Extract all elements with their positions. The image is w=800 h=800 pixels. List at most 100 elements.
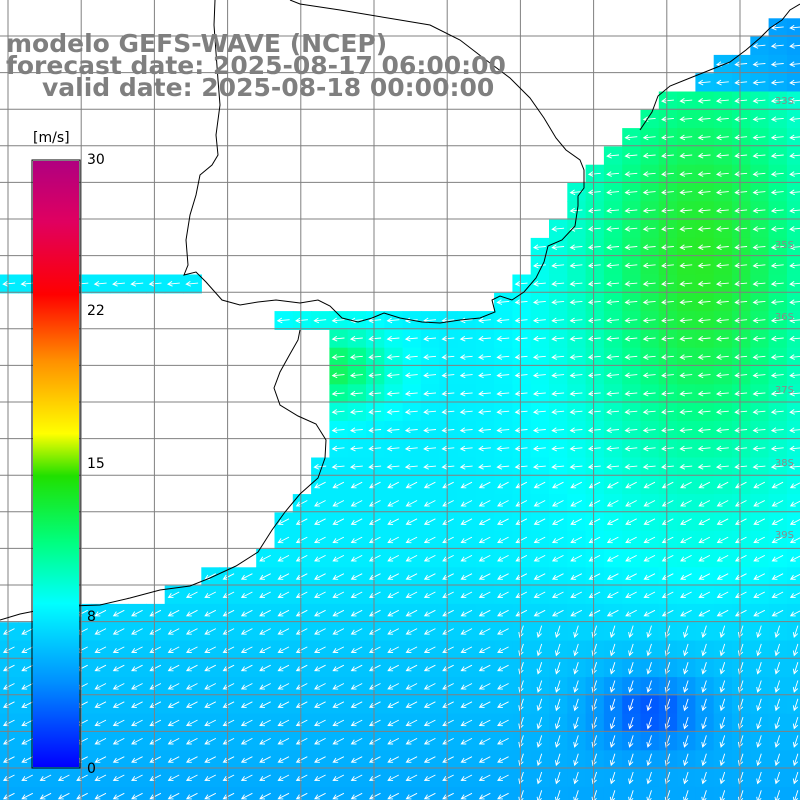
wind-arrow: [606, 189, 620, 196]
wind-arrow: [643, 481, 656, 489]
wind-cell: [658, 786, 678, 800]
wind-cell: [512, 786, 532, 800]
wind-arrow: [497, 628, 509, 635]
wind-arrow: [756, 716, 762, 730]
wind-arrow: [515, 518, 528, 525]
wind-arrow: [625, 518, 637, 525]
wind-arrow: [679, 152, 693, 159]
wind-arrow: [368, 554, 381, 562]
wind-arrow: [314, 609, 326, 617]
wind-arrow: [661, 554, 674, 562]
wind-arrow: [701, 643, 707, 657]
wind-arrow: [646, 753, 652, 767]
wind-arrow: [387, 591, 400, 599]
wind-arrow: [698, 518, 711, 525]
wind-arrow: [94, 774, 107, 782]
wind-cell: [402, 786, 422, 800]
wind-arrow: [643, 609, 656, 617]
wind-arrow: [386, 317, 400, 324]
wind-arrow: [624, 299, 638, 305]
wind-arrow: [606, 152, 620, 159]
wind-arrow: [570, 609, 583, 617]
wind-arrow: [642, 354, 656, 360]
wind-arrow: [606, 464, 620, 470]
wind-arrow: [295, 500, 308, 507]
wind-arrow: [642, 372, 656, 379]
colorbar-tick-30: 30: [87, 152, 105, 168]
wind-arrow: [569, 464, 583, 470]
wind-arrow: [628, 698, 634, 712]
wind-arrow: [643, 591, 656, 599]
wind-arrow: [698, 554, 711, 562]
wind-arrow: [609, 735, 616, 748]
wind-arrow: [131, 792, 143, 800]
wind-arrow: [680, 536, 692, 544]
wind-arrow: [570, 481, 583, 489]
wind-arrow: [771, 591, 784, 599]
wind-arrow: [643, 500, 656, 507]
wind-arrow: [679, 171, 693, 177]
wind-arrow: [697, 281, 711, 287]
wind-arrow: [624, 152, 638, 159]
wind-arrow: [569, 409, 583, 415]
wind-arrow: [405, 756, 418, 763]
wind-arrow: [642, 189, 656, 196]
wind-arrow: [423, 554, 436, 562]
wind-arrow: [532, 409, 546, 415]
wind-arrow: [167, 664, 180, 672]
wind-arrow: [515, 609, 528, 617]
wind-arrow: [240, 591, 253, 599]
wind-arrow: [570, 500, 583, 507]
wind-cell: [567, 786, 587, 800]
wind-arrow: [332, 774, 345, 782]
wind-arrow: [185, 774, 198, 782]
wind-arrow: [715, 171, 729, 177]
wind-arrow: [646, 662, 652, 675]
wind-cell: [786, 530, 800, 550]
wind-arrow: [442, 756, 454, 763]
wind-arrow: [679, 189, 693, 196]
wind-arrow: [551, 262, 565, 269]
wind-arrow: [719, 680, 726, 693]
wind-arrow: [259, 774, 271, 782]
wind-arrow: [332, 737, 345, 745]
wind-arrow: [222, 737, 235, 745]
wind-arrow: [497, 573, 509, 580]
wind-arrow: [350, 591, 363, 599]
wind-arrow: [753, 536, 766, 544]
wind-arrow: [2, 774, 15, 782]
wind-arrow: [532, 372, 546, 379]
wind-arrow: [332, 719, 345, 727]
wind-arrow: [314, 536, 326, 544]
wind-arrow: [756, 643, 762, 657]
wind-arrow: [2, 719, 15, 727]
wind-arrow: [368, 317, 382, 324]
wind-arrow: [404, 409, 418, 415]
wind-arrow: [646, 771, 652, 785]
wind-arrow: [661, 226, 674, 232]
wind-arrow: [204, 628, 217, 635]
wind-arrow: [497, 792, 509, 800]
wind-arrow: [536, 625, 543, 639]
wind-arrow: [756, 735, 762, 748]
wind-arrow: [332, 646, 345, 653]
wind-cell: [36, 786, 56, 800]
wind-cell: [786, 622, 800, 642]
wind-arrow: [240, 756, 253, 763]
wind-arrow: [533, 518, 546, 525]
wind-arrow: [441, 427, 455, 434]
wind-arrow: [496, 372, 510, 379]
wind-arrow: [752, 61, 766, 68]
wind-arrow: [386, 445, 400, 452]
wind-arrow: [606, 536, 619, 544]
wind-cell: [292, 786, 312, 800]
wind-arrow: [770, 317, 784, 324]
wind-arrow: [734, 500, 747, 507]
wind-cell: [274, 786, 294, 800]
wind-arrow: [771, 481, 784, 489]
wind-arrow: [569, 299, 583, 305]
wind-arrow: [514, 354, 528, 360]
wind-arrow: [21, 737, 34, 745]
wind-arrow: [624, 317, 638, 324]
wind-arrow: [625, 554, 637, 562]
